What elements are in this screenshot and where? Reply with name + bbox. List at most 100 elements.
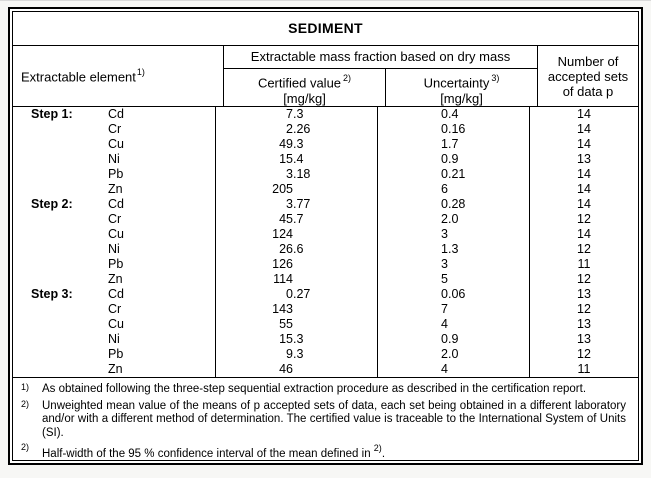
element-cell: Ni	[13, 242, 216, 257]
step-label	[13, 242, 108, 257]
step-label	[13, 272, 108, 287]
certified-value-cell: 26.6	[216, 242, 378, 257]
element-symbol: Cd	[108, 287, 124, 301]
element-symbol: Cr	[108, 302, 122, 316]
certified-value-cell: 46	[216, 362, 378, 377]
value-fraction-part: .0	[448, 347, 459, 361]
footnote: 2) Half-width of the 95 % confidence inte…	[21, 442, 626, 460]
value-integer-part: 0	[441, 152, 448, 166]
value-fraction-part: .6	[293, 242, 304, 256]
footnote: 2) Unweighted mean value of the means of …	[21, 399, 626, 441]
value-integer-part: 124	[272, 227, 293, 241]
value-fraction-part: .0	[448, 212, 459, 226]
sets-count-cell: 14	[577, 122, 591, 136]
footnote: 1) As obtained following the three-step s…	[21, 382, 626, 397]
element-cell: Ni	[13, 152, 216, 167]
element-symbol: Ni	[108, 152, 120, 166]
sediment-table: SEDIMENT Extractable element1) Extractab…	[12, 11, 639, 461]
table-row: Ni 15.4 0.9 13	[13, 152, 638, 167]
value-integer-part: 5	[441, 272, 448, 286]
element-cell: Step 3: Cd	[13, 287, 216, 302]
value-fraction-part: .4	[448, 107, 459, 121]
value-integer-part: 205	[272, 182, 293, 196]
value-fraction-part: .3	[293, 137, 304, 151]
element-symbol: Zn	[108, 362, 123, 376]
value-integer-part: 143	[272, 302, 293, 316]
element-cell: Cr	[13, 212, 216, 227]
element-symbol: Cd	[108, 107, 124, 121]
table-row: Pb 9.3 2.0 12	[13, 347, 638, 362]
value-integer-part: 45	[279, 212, 293, 226]
certified-value-cell: 7.3	[216, 107, 378, 122]
header-uncertainty: Uncertainty 3) [mg/kg]	[386, 69, 537, 107]
element-cell: Cr	[13, 302, 216, 317]
certified-value-cell: 205	[216, 182, 378, 197]
uncertainty-value-cell: 2.0	[378, 347, 530, 362]
step-label: Step 1:	[31, 107, 73, 121]
element-symbol: Ni	[108, 332, 120, 346]
element-symbol: Cu	[108, 227, 124, 241]
step-label	[13, 362, 108, 377]
element-symbol: Cr	[108, 122, 122, 136]
value-integer-part: 9	[286, 347, 293, 361]
table-row: Zn 46 4 11	[13, 362, 638, 377]
table-row: Step 3: Cd 0.27 0.06 13	[13, 287, 638, 302]
certified-value-unit: [mg/kg]	[283, 91, 326, 107]
sets-count-cell: 13	[577, 287, 591, 301]
table-row: Zn 114 5 12	[13, 272, 638, 287]
certified-value-cell: 3.77	[216, 197, 378, 212]
value-integer-part: 15	[279, 332, 293, 346]
element-symbol: Pb	[108, 257, 124, 271]
element-cell: Ni	[13, 332, 216, 347]
value-fraction-part: .27	[293, 287, 311, 301]
uncertainty-value-cell: 0.21	[378, 167, 530, 182]
value-integer-part: 7	[441, 302, 448, 316]
certified-value-cell: 9.3	[216, 347, 378, 362]
value-integer-part: 0	[441, 107, 448, 121]
value-integer-part: 3	[286, 197, 293, 211]
value-fraction-part: .3	[293, 347, 304, 361]
table-row: Cr 143 7 12	[13, 302, 638, 317]
footnote-text: Unweighted mean value of the means of p …	[42, 399, 626, 439]
element-symbol: Cu	[108, 137, 124, 151]
step-label	[13, 182, 108, 197]
table-row: Ni 15.3 0.9 13	[13, 332, 638, 347]
footnote-text: Half-width of the 95 % confidence interv…	[42, 443, 386, 460]
uncertainty-value-cell: 0.9	[378, 332, 530, 347]
step-label: Step 3:	[31, 287, 73, 301]
value-fraction-part: .18	[293, 167, 311, 181]
value-integer-part: 126	[272, 257, 293, 271]
uncertainty-value-cell: 5	[378, 272, 530, 287]
sets-header-line: Number of	[557, 53, 619, 69]
sets-count-cell: 14	[577, 182, 591, 196]
sets-count-cell: 13	[577, 317, 591, 331]
value-fraction-part: .3	[293, 107, 304, 121]
table-row: Cr 2.26 0.16 14	[13, 122, 638, 137]
value-integer-part: 26	[279, 242, 293, 256]
header-certified-value: Certified value 2) [mg/kg]	[224, 69, 386, 108]
sets-count-cell: 14	[577, 137, 591, 151]
table-row: Step 1: Cd 7.3 0.4 14	[13, 107, 638, 122]
step-label	[13, 122, 108, 137]
step-label: Step 2:	[31, 197, 73, 211]
sets-count-cell: 14	[577, 107, 591, 121]
element-symbol: Ni	[108, 242, 120, 256]
table-row: Cu 49.3 1.7 14	[13, 137, 638, 152]
uncertainty-value-cell: 0.06	[378, 287, 530, 302]
footnote-ref-3: 3)	[491, 73, 500, 83]
value-fraction-part: .7	[293, 212, 304, 226]
element-symbol: Cr	[108, 212, 122, 226]
element-cell: Step 2: Cd	[13, 197, 216, 212]
value-fraction-part: .06	[448, 287, 466, 301]
uncertainty-unit: [mg/kg]	[440, 91, 483, 107]
value-integer-part: 0	[441, 122, 448, 136]
uncertainty-label: Uncertainty	[423, 75, 490, 91]
element-symbol: Zn	[108, 182, 123, 196]
element-cell: Cu	[13, 317, 216, 332]
value-fraction-part: .21	[448, 167, 466, 181]
value-integer-part: 46	[279, 362, 293, 376]
footnotes-section: 1) As obtained following the three-step s…	[13, 378, 638, 460]
footnote-ref-1: 1)	[136, 66, 145, 77]
extractable-element-label: Extractable element	[21, 69, 136, 85]
footnote-text: As obtained following the three-step seq…	[42, 383, 587, 395]
